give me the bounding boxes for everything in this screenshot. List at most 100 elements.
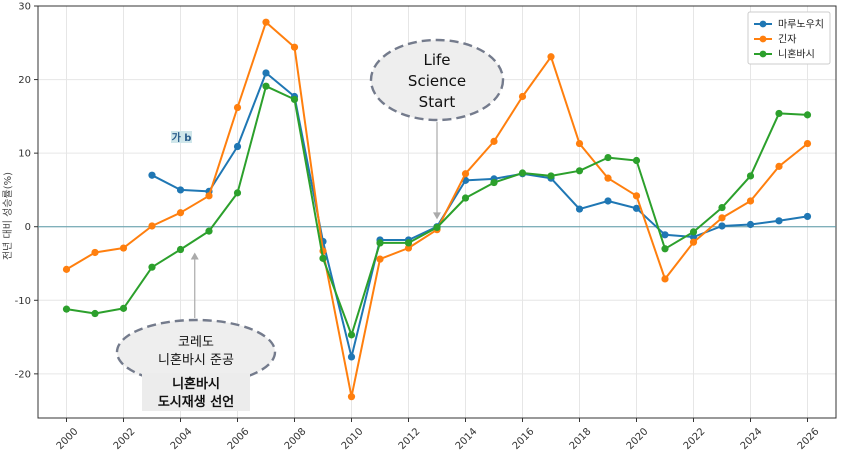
- data-point: [803, 111, 812, 119]
- data-point: [518, 169, 527, 177]
- callout-bold-line: 니혼바시: [172, 376, 220, 392]
- callout-text-line: 코레도: [178, 335, 214, 350]
- data-point: [262, 18, 270, 26]
- legend-label: 마루노우치: [778, 19, 824, 31]
- data-point: [148, 263, 156, 271]
- callout-text-line: Life: [423, 51, 450, 69]
- callout-life-science: [369, 38, 505, 122]
- data-point: [376, 239, 384, 247]
- data-point: [604, 153, 612, 162]
- series-group: [62, 18, 812, 401]
- y-tick-label: -10: [15, 296, 31, 307]
- arrowhead: [433, 212, 441, 220]
- data-point: [176, 209, 185, 217]
- data-point: [404, 239, 413, 247]
- callout-text-line: Science: [408, 72, 466, 90]
- data-point: [604, 197, 612, 205]
- data-point: [775, 217, 783, 225]
- data-point: [689, 233, 698, 241]
- data-point: [575, 139, 584, 148]
- callout-text-line: Start: [419, 93, 456, 111]
- legend-swatch-marker: [759, 35, 767, 43]
- data-point: [803, 212, 812, 221]
- data-point: [718, 214, 726, 222]
- data-point: [490, 137, 498, 145]
- data-point: [575, 167, 584, 175]
- data-point: [689, 228, 698, 236]
- data-point: [746, 197, 755, 205]
- data-point: [347, 331, 356, 339]
- data-point: [205, 227, 213, 235]
- data-point: [718, 203, 726, 212]
- data-point: [547, 172, 555, 180]
- data-point: [803, 139, 812, 148]
- data-point: [176, 245, 185, 254]
- data-point: [746, 172, 755, 180]
- data-point: [775, 162, 783, 170]
- legend-label: 긴자: [778, 34, 796, 46]
- data-point: [233, 189, 242, 197]
- data-point: [661, 275, 669, 283]
- data-point: [461, 170, 470, 178]
- tag-label: 가 b: [172, 131, 192, 144]
- data-point: [347, 393, 356, 401]
- data-point: [376, 255, 384, 263]
- plot-frame: [37, 5, 837, 419]
- data-point: [632, 204, 641, 212]
- data-point: [62, 305, 71, 313]
- data-point: [205, 192, 213, 200]
- y-tick-label: 30: [18, 2, 31, 13]
- legend-swatch-marker: [759, 20, 767, 28]
- series-line: [151, 71, 808, 358]
- data-point: [262, 69, 270, 77]
- callout-bold-line: 도시재생 선언: [158, 394, 234, 410]
- tag-background: [171, 131, 192, 143]
- data-point: [62, 265, 71, 273]
- data-point: [176, 186, 185, 194]
- data-point: [148, 171, 156, 179]
- data-point: [689, 238, 698, 246]
- data-point: [461, 194, 470, 202]
- series-3: [62, 82, 812, 339]
- callout-text-line: 니혼바시 준공: [158, 353, 234, 368]
- y-tick-label: 0: [25, 222, 31, 233]
- y-axis-label: 전년 대비 성승률(%): [2, 172, 14, 260]
- data-point: [290, 43, 299, 51]
- grid: [38, 5, 836, 418]
- callout-bold-box: [142, 373, 250, 411]
- data-point: [547, 53, 555, 61]
- data-point: [233, 103, 242, 112]
- data-point: [775, 109, 783, 118]
- arrowhead: [190, 252, 199, 260]
- data-point: [319, 254, 327, 262]
- data-point: [604, 174, 612, 182]
- data-point: [290, 95, 299, 104]
- y-tick-label: 10: [18, 149, 31, 160]
- data-point: [91, 309, 99, 318]
- data-point: [661, 245, 669, 253]
- data-point: [347, 353, 356, 361]
- data-point: [119, 304, 128, 312]
- legend-swatch-marker: [759, 50, 767, 58]
- y-tick-label: -20: [15, 369, 31, 380]
- data-point: [661, 231, 669, 239]
- data-point: [575, 205, 584, 213]
- data-point: [404, 244, 413, 252]
- data-point: [746, 220, 755, 229]
- data-point: [91, 248, 99, 257]
- data-point: [119, 244, 128, 252]
- y-tick-label: 20: [18, 75, 31, 86]
- data-point: [632, 192, 641, 200]
- data-point: [233, 142, 242, 151]
- data-point: [518, 92, 527, 101]
- data-point: [262, 82, 270, 90]
- data-point: [433, 223, 441, 232]
- data-point: [148, 222, 156, 230]
- data-point: [718, 222, 726, 230]
- data-point: [632, 156, 641, 165]
- legend-label: 니혼바시: [778, 48, 815, 61]
- data-point: [490, 178, 498, 187]
